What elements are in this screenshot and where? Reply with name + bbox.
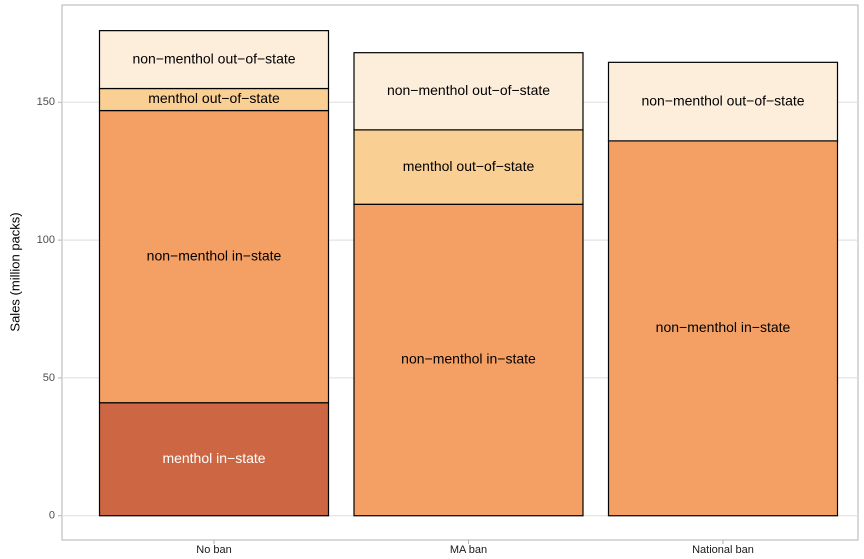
y-tick-label: 50 (43, 372, 55, 384)
bar-segment (353, 129, 584, 205)
segment-label: menthol in−state (162, 450, 265, 466)
segment-label: non−menthol in−state (147, 247, 282, 263)
x-tick-label: MA ban (450, 544, 487, 556)
bar-segment (353, 203, 584, 517)
bar-segment (98, 30, 330, 90)
segment-label: non−menthol out−of−state (132, 50, 295, 66)
y-tick-label: 0 (49, 510, 55, 522)
x-tick-label: No ban (196, 544, 231, 556)
segment-label: non−menthol out−of−state (387, 82, 550, 98)
segment-label: non−menthol out−of−state (641, 92, 804, 108)
bar-segment (98, 402, 330, 517)
segment-label: menthol out−of−state (403, 158, 535, 174)
segment-label: menthol out−of−state (148, 90, 280, 106)
y-tick-label: 100 (37, 234, 55, 246)
y-axis-title: Sales (million packs) (7, 212, 22, 331)
y-tick-label: 150 (37, 96, 55, 108)
segment-label: non−menthol in−state (656, 319, 791, 335)
bar-segment (607, 140, 839, 517)
bar-segment (353, 52, 584, 131)
bar-segment (607, 61, 839, 142)
segment-label: non−menthol in−state (401, 351, 536, 367)
x-tick-label: National ban (692, 544, 754, 556)
bar-segment (98, 109, 330, 404)
